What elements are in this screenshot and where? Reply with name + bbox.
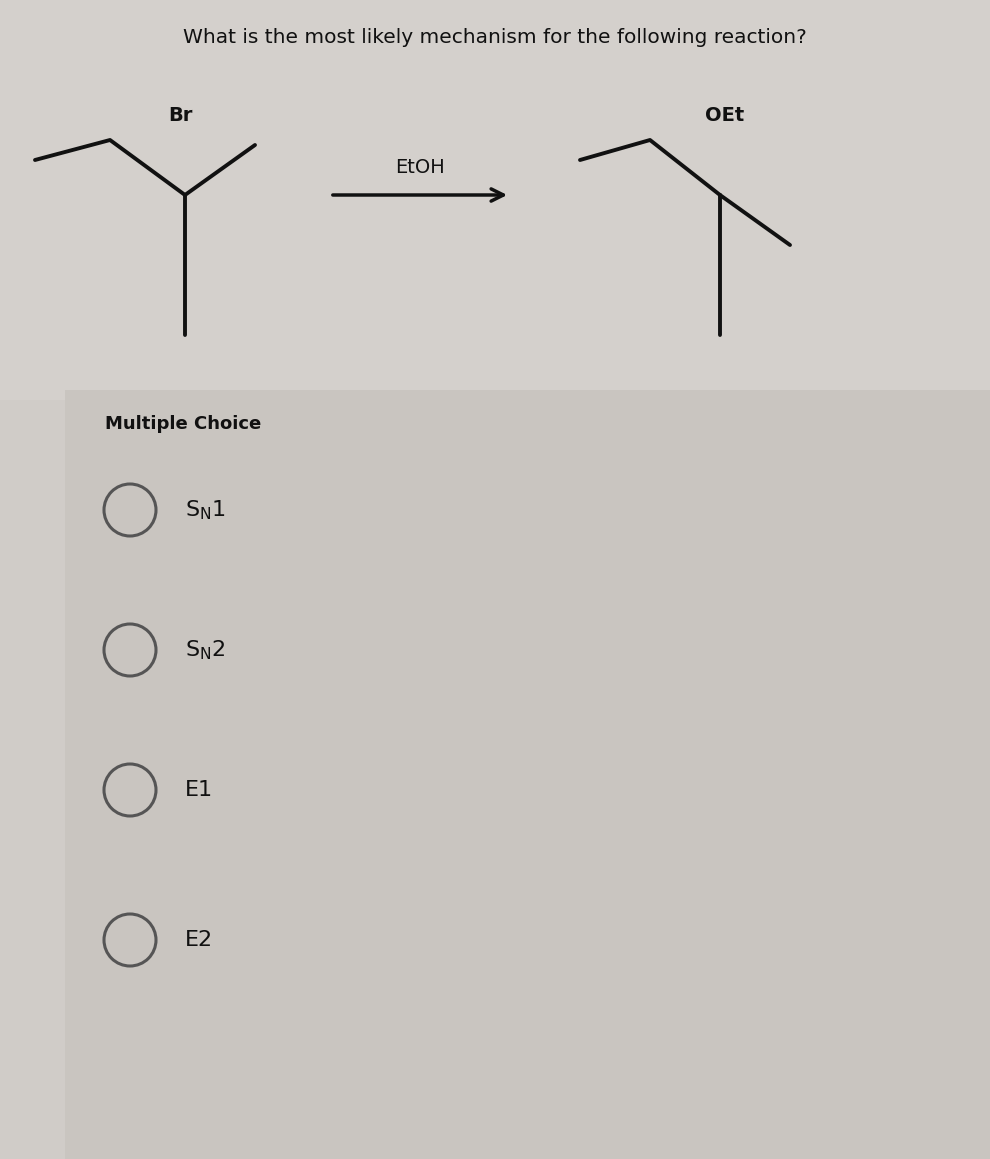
Text: OEt: OEt <box>705 105 744 125</box>
Bar <box>65 389 990 1159</box>
Text: Br: Br <box>168 105 192 125</box>
Text: EtOH: EtOH <box>395 158 445 177</box>
Bar <box>0 0 990 400</box>
Text: E2: E2 <box>185 930 213 950</box>
Text: $\mathregular{S_{N}1}$: $\mathregular{S_{N}1}$ <box>185 498 226 522</box>
Text: Multiple Choice: Multiple Choice <box>105 415 261 433</box>
Text: $\mathregular{S_{N}2}$: $\mathregular{S_{N}2}$ <box>185 639 226 662</box>
Text: What is the most likely mechanism for the following reaction?: What is the most likely mechanism for th… <box>183 28 807 48</box>
Text: E1: E1 <box>185 780 213 800</box>
